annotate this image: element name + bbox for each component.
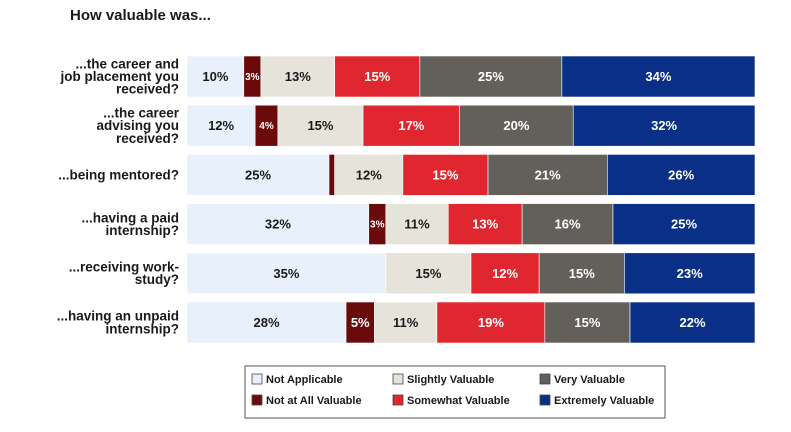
bar-segment [447, 203, 523, 245]
bar-segment [277, 104, 364, 147]
bar-segment [538, 252, 625, 295]
bar-segment [561, 55, 756, 98]
bar-segment [624, 252, 756, 295]
legend: Not Applicable Not at All Valuable Slightl… [244, 365, 666, 419]
data-label: 5% [351, 315, 370, 330]
category-label: ...the career advising you received? [96, 106, 179, 146]
bar-segment [629, 301, 756, 344]
legend-swatch [251, 394, 263, 406]
bar-segment [544, 301, 631, 344]
bars: 10% 3% 13% 15% 25% 34% 12% 4% 15% 17% 20% 32% 25% 12%… [186, 55, 756, 344]
data-label: 16% [555, 217, 581, 232]
legend-box [244, 365, 666, 419]
data-label: 22% [680, 315, 706, 330]
data-label: 11% [404, 217, 430, 232]
bar-segment [334, 154, 404, 196]
bar-segment [385, 203, 449, 245]
legend-swatch [392, 394, 404, 406]
data-label: 15% [574, 315, 600, 330]
bar-segment [260, 55, 335, 98]
bar-segment [607, 154, 756, 196]
data-label: 13% [472, 217, 498, 232]
legend-swatch [392, 373, 404, 385]
data-label: 19% [478, 315, 504, 330]
bar-segment [402, 154, 489, 196]
category-label: ...having a paid internship? [81, 210, 179, 238]
legend-label: Slightly Valuable [407, 374, 494, 386]
bar-segment [459, 104, 574, 147]
data-label: 25% [245, 167, 271, 182]
bar-segment [328, 154, 335, 196]
legend-label: Extremely Valuable [554, 395, 654, 407]
data-label: 15% [364, 69, 390, 84]
bar-segment [470, 252, 540, 295]
data-label: 32% [651, 118, 677, 133]
bar-segment [186, 301, 347, 344]
data-label: 34% [645, 69, 671, 84]
bar-segment [186, 104, 256, 147]
data-label: 21% [535, 167, 561, 182]
legend-label: Very Valuable [554, 374, 625, 386]
category-label: ...being mentored? [58, 167, 179, 182]
bar-segment [334, 55, 421, 98]
category-label: ...the career and job placement you receiv… [59, 56, 179, 96]
data-label: 11% [393, 315, 419, 330]
bar-segment [487, 154, 608, 196]
data-label: 15% [432, 167, 458, 182]
data-label: 32% [265, 217, 291, 232]
category-label: ...receiving work-study? [69, 260, 179, 288]
bar-segment [612, 203, 756, 245]
legend-label: Not Applicable [266, 374, 343, 386]
data-label: 13% [285, 69, 311, 84]
data-label: 25% [478, 69, 504, 84]
data-label: 17% [398, 118, 424, 133]
data-label: 15% [569, 266, 595, 281]
category-label: ...having an unpaid internship? [57, 309, 179, 337]
bar-segment [186, 252, 387, 295]
data-label: 3% [370, 220, 385, 231]
data-label: 12% [208, 118, 234, 133]
bar-segment [385, 252, 472, 295]
legend-label: Not at All Valuable [266, 395, 362, 407]
data-label: 4% [259, 121, 274, 132]
data-label: 3% [245, 72, 260, 83]
legend-swatch [251, 373, 263, 385]
category-labels: ...the career and job placement you receiv… [57, 56, 180, 336]
bar-segment [345, 301, 375, 344]
bar-segment [374, 301, 438, 344]
data-label: 23% [677, 266, 703, 281]
bar-segment [572, 104, 756, 147]
legend-label: Somewhat Valuable [407, 395, 510, 407]
bar-segment [186, 154, 330, 196]
bar-segment [362, 104, 460, 147]
data-label: 12% [492, 266, 518, 281]
data-label: 12% [356, 167, 382, 182]
data-label: 28% [254, 315, 280, 330]
chart-title: How valuable was... [70, 7, 211, 24]
legend-swatch [539, 373, 551, 385]
data-label: 15% [415, 266, 441, 281]
data-label: 25% [671, 217, 697, 232]
data-label: 20% [503, 118, 529, 133]
bar-segment [186, 55, 245, 98]
data-label: 10% [202, 69, 228, 84]
data-label: 15% [307, 118, 333, 133]
data-label: 26% [668, 167, 694, 182]
bar-segment [419, 55, 563, 98]
legend-swatch [539, 394, 551, 406]
data-label: 35% [273, 266, 299, 281]
bar-segment [521, 203, 614, 245]
